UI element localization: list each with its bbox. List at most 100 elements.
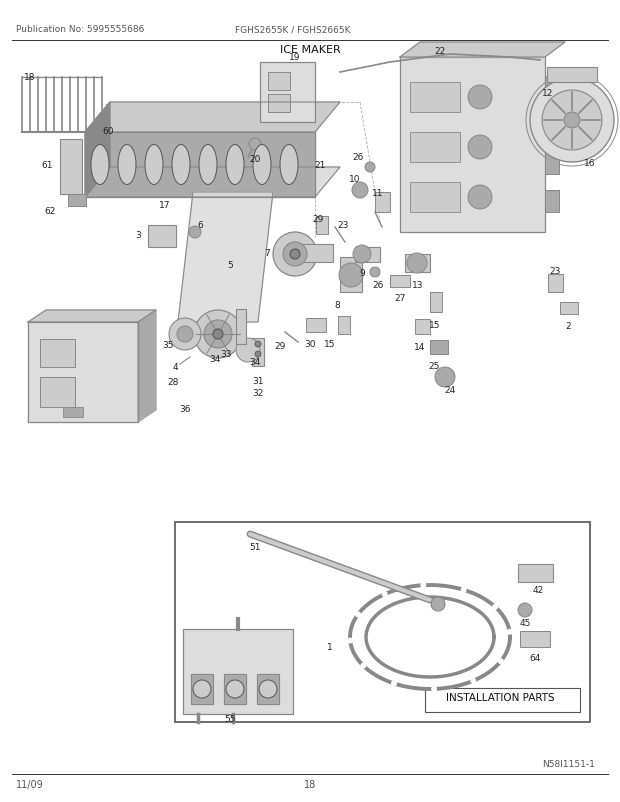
Text: 21: 21	[314, 161, 326, 170]
Bar	[520, 631, 550, 647]
Circle shape	[273, 233, 317, 277]
Text: INSTALLATION PARTS: INSTALLATION PARTS	[446, 692, 554, 702]
Circle shape	[468, 136, 492, 160]
Text: 6: 6	[197, 221, 203, 229]
Circle shape	[468, 86, 492, 110]
Circle shape	[226, 680, 244, 698]
Circle shape	[347, 638, 353, 644]
Bar	[410, 83, 460, 113]
Bar	[148, 225, 176, 248]
Circle shape	[564, 113, 580, 129]
Polygon shape	[257, 674, 279, 704]
Text: 34: 34	[210, 355, 221, 364]
Text: Publication No: 5995555686: Publication No: 5995555686	[16, 26, 144, 34]
Text: 10: 10	[349, 174, 361, 184]
Text: 15: 15	[324, 340, 336, 349]
Circle shape	[530, 79, 614, 163]
Bar	[430, 293, 442, 313]
Ellipse shape	[91, 145, 109, 185]
Text: 29: 29	[274, 342, 286, 351]
Text: 36: 36	[179, 405, 191, 414]
Bar	[252, 338, 264, 367]
Bar	[268, 95, 290, 113]
Circle shape	[169, 318, 201, 350]
Circle shape	[492, 604, 498, 610]
Ellipse shape	[226, 145, 244, 185]
Circle shape	[542, 91, 602, 151]
Text: 9: 9	[359, 268, 365, 277]
Bar	[410, 183, 460, 213]
Circle shape	[189, 227, 201, 239]
Text: 13: 13	[412, 282, 423, 290]
Text: N58I1151-1: N58I1151-1	[542, 759, 595, 768]
Bar	[425, 688, 580, 712]
Text: 2: 2	[565, 322, 571, 331]
Text: 33: 33	[220, 350, 232, 359]
Text: 23: 23	[337, 221, 348, 229]
Polygon shape	[85, 133, 315, 198]
Text: FGHS2655K / FGHS2665K: FGHS2655K / FGHS2665K	[235, 26, 350, 34]
Circle shape	[370, 268, 380, 277]
Bar	[316, 217, 328, 235]
Polygon shape	[85, 168, 340, 198]
Circle shape	[498, 658, 504, 664]
Text: 31: 31	[252, 377, 264, 386]
Text: 25: 25	[428, 362, 440, 371]
Text: 42: 42	[533, 585, 544, 595]
Text: 23: 23	[549, 266, 560, 275]
Bar	[40, 378, 75, 407]
Text: 1: 1	[327, 642, 333, 652]
Bar	[295, 245, 333, 263]
Bar	[60, 140, 82, 195]
Ellipse shape	[253, 145, 271, 185]
Text: 61: 61	[42, 161, 53, 170]
Text: 14: 14	[414, 343, 426, 352]
Circle shape	[339, 264, 363, 288]
Circle shape	[435, 367, 455, 387]
Circle shape	[259, 680, 277, 698]
Bar	[545, 191, 559, 213]
Text: 29: 29	[312, 215, 324, 225]
Ellipse shape	[280, 145, 298, 185]
Text: 3: 3	[135, 231, 141, 241]
Text: 16: 16	[584, 158, 596, 168]
Ellipse shape	[118, 145, 136, 185]
Circle shape	[283, 243, 307, 267]
Polygon shape	[85, 103, 110, 198]
Bar	[518, 565, 553, 582]
Text: 7: 7	[264, 249, 270, 258]
Text: 22: 22	[435, 47, 446, 56]
Text: 30: 30	[304, 340, 316, 349]
Bar	[260, 63, 315, 123]
Text: ICE MAKER: ICE MAKER	[280, 45, 340, 55]
Polygon shape	[178, 192, 273, 322]
Polygon shape	[400, 43, 565, 58]
Circle shape	[431, 686, 437, 692]
Text: 32: 32	[252, 389, 264, 398]
Text: 18: 18	[304, 779, 316, 789]
Ellipse shape	[145, 145, 163, 185]
Text: 45: 45	[520, 618, 531, 628]
Circle shape	[255, 342, 261, 347]
Text: 26: 26	[373, 280, 384, 290]
Circle shape	[352, 183, 368, 199]
Text: 11/09: 11/09	[16, 779, 44, 789]
Circle shape	[204, 321, 232, 349]
Circle shape	[360, 663, 366, 669]
Bar	[545, 115, 559, 137]
Circle shape	[431, 597, 445, 611]
Circle shape	[213, 330, 223, 339]
Circle shape	[177, 326, 193, 342]
Text: 4: 4	[172, 363, 178, 372]
Text: 34: 34	[249, 358, 260, 367]
Bar	[415, 320, 430, 334]
Text: 18: 18	[24, 72, 36, 81]
Circle shape	[407, 253, 427, 273]
Circle shape	[365, 163, 375, 172]
Bar	[547, 68, 597, 83]
Bar	[175, 522, 590, 722]
Text: 11: 11	[372, 188, 384, 197]
Circle shape	[461, 587, 467, 593]
Bar	[375, 192, 390, 213]
Circle shape	[194, 310, 242, 358]
